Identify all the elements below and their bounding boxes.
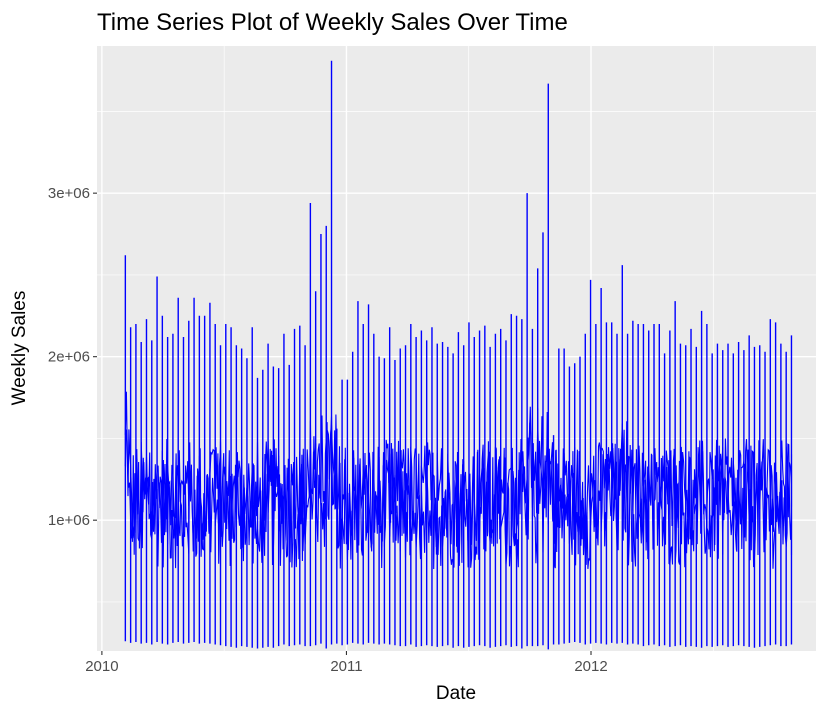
y-axis-title: Weekly Sales xyxy=(9,291,30,406)
series-layer xyxy=(124,60,793,650)
y-tick-label: 1e+06 xyxy=(48,512,90,529)
y-tick-labels: 1e+06 2e+06 3e+06 xyxy=(48,185,90,529)
x-tick-labels: 2010 2011 2012 xyxy=(85,658,607,675)
y-tick-label: 3e+06 xyxy=(48,185,90,202)
x-tick-label: 2012 xyxy=(574,658,607,675)
x-axis-title: Date xyxy=(436,683,476,704)
series-line-band-b xyxy=(124,391,793,553)
axis-ticks xyxy=(93,192,592,655)
x-tick-label: 2010 xyxy=(85,658,118,675)
x-tick-label: 2011 xyxy=(330,658,362,675)
chart-title: Time Series Plot of Weekly Sales Over Ti… xyxy=(97,9,568,36)
y-tick-label: 2e+06 xyxy=(48,349,90,366)
